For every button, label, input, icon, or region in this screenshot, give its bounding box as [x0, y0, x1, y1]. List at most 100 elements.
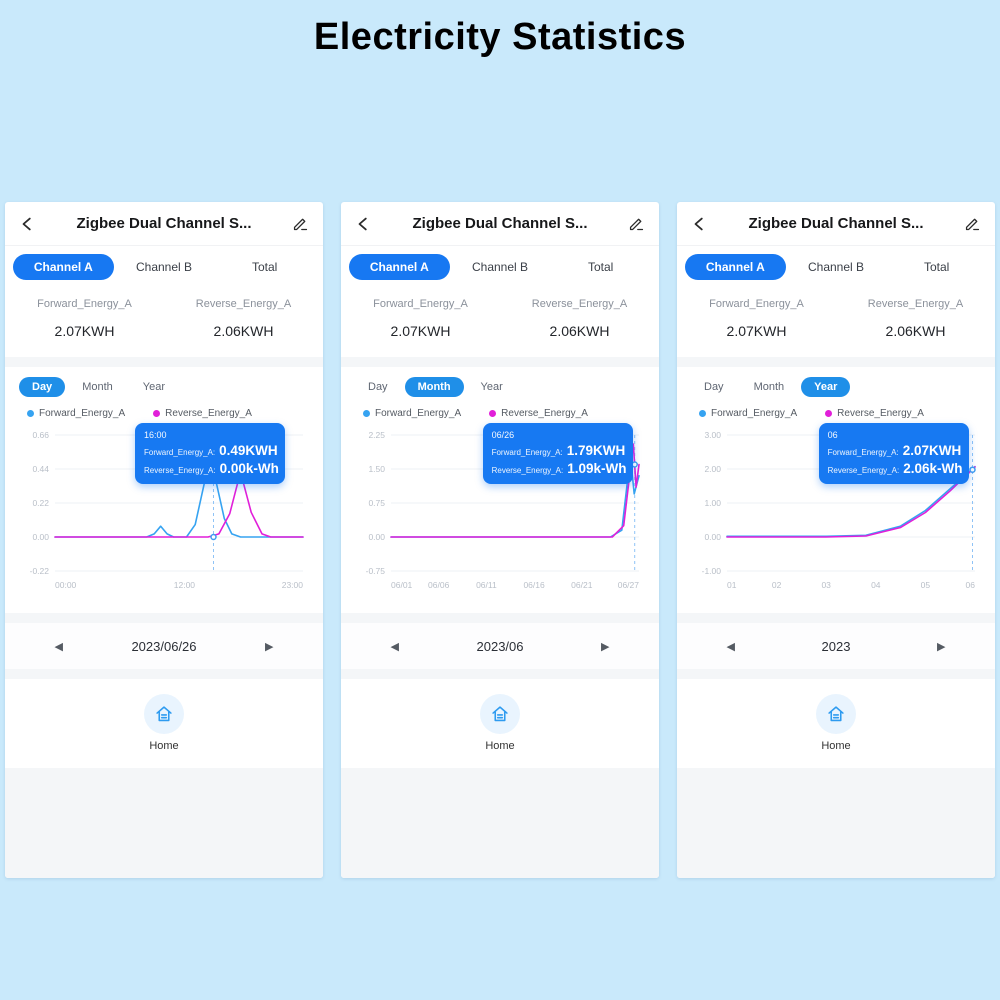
tooltip-row-forward: Forward_Energy_A: 1.79KWH — [491, 443, 626, 458]
tab-total[interactable]: Total — [252, 260, 278, 274]
current-date: 2023/06 — [476, 638, 524, 654]
tooltip-row-reverse: Reverse_Energy_A: 0.00k-Wh — [144, 461, 279, 476]
chart-area[interactable]: 0.66 0.44 0.22 0.00 -0.22 00:00 12:00 23:00 16:… — [19, 421, 309, 611]
stat-label: Reverse_Energy_A — [867, 298, 964, 310]
legend-label: Forward_Energy_A — [711, 408, 798, 419]
tab-channel-a[interactable]: Channel A — [685, 254, 786, 280]
back-button[interactable] — [353, 213, 375, 235]
energy-stats: Forward_Energy_A 2.07KWH Reverse_Energy_… — [341, 286, 659, 357]
range-tabs: Day Month Year — [691, 377, 981, 397]
svg-text:06/16: 06/16 — [523, 580, 545, 590]
tooltip-row-forward: Forward_Energy_A: 0.49KWH — [144, 443, 278, 458]
section-divider — [677, 357, 995, 367]
legend-dot-icon — [363, 410, 370, 417]
tooltip-time: 06 — [827, 430, 838, 440]
current-date: 2023/06/26 — [131, 638, 197, 654]
line-chart[interactable]: 0.66 0.44 0.22 0.00 -0.22 00:00 12:00 23:00 — [19, 421, 309, 611]
tooltip-label: Forward_Energy_A: — [491, 448, 563, 457]
svg-text:06/21: 06/21 — [571, 580, 593, 590]
home-button[interactable]: Home — [677, 679, 995, 768]
legend-label: Reverse_Energy_A — [837, 408, 924, 419]
stat-label: Forward_Energy_A — [37, 298, 132, 310]
svg-text:06/27: 06/27 — [618, 580, 640, 590]
back-button[interactable] — [689, 213, 711, 235]
chevron-left-icon — [694, 217, 703, 230]
forward-energy-stat: Forward_Energy_A 2.07KWH — [677, 298, 836, 339]
home-label: Home — [149, 740, 179, 752]
home-button[interactable]: Home — [5, 679, 323, 768]
svg-text:0.00: 0.00 — [32, 532, 49, 542]
page-title: Electricity Statistics — [313, 16, 687, 58]
edit-button[interactable] — [625, 213, 647, 235]
edit-button[interactable] — [289, 213, 311, 235]
tooltip-value: 1.09k-Wh — [567, 461, 627, 476]
section-divider — [341, 669, 659, 679]
date-navigator: ◀ 2023/06/26 ▶ — [5, 623, 323, 669]
tab-channel-b[interactable]: Channel B — [135, 260, 193, 274]
forward-energy-stat: Forward_Energy_A 2.07KWH — [5, 298, 164, 339]
range-tab-day[interactable]: Day — [19, 377, 66, 397]
range-tab-month[interactable]: Month — [753, 381, 785, 393]
legend-item-forward: Forward_Energy_A — [363, 408, 461, 419]
tab-channel-b[interactable]: Channel B — [471, 260, 529, 274]
range-tab-day[interactable]: Day — [704, 381, 724, 393]
svg-text:-0.75: -0.75 — [366, 566, 386, 576]
tab-channel-a[interactable]: Channel A — [349, 254, 450, 280]
prev-date-button[interactable]: ◀ — [390, 640, 399, 653]
tab-channel-a[interactable]: Channel A — [13, 254, 114, 280]
chart-legend: Forward_Energy_A Reverse_Energy_A — [19, 408, 309, 419]
prev-date-button[interactable]: ◀ — [726, 640, 735, 653]
legend-dot-icon — [699, 410, 706, 417]
range-tab-year[interactable]: Year — [142, 381, 165, 393]
legend-label: Forward_Energy_A — [39, 408, 126, 419]
svg-text:01: 01 — [727, 580, 737, 590]
home-label: Home — [485, 740, 515, 752]
screens-row: Zigbee Dual Channel S... Channel A Chann… — [0, 202, 1000, 878]
stat-value: 2.07KWH — [390, 323, 451, 339]
tab-total[interactable]: Total — [588, 260, 614, 274]
app-screen: Zigbee Dual Channel S... Channel A Chann… — [341, 202, 659, 878]
range-tabs: Day Month Year — [355, 377, 645, 397]
chart-area[interactable]: 2.25 1.50 0.75 0.00 -0.75 06/01 06/06 06/11 06/1… — [355, 421, 645, 611]
range-tab-year[interactable]: Year — [801, 377, 851, 397]
chart-legend: Forward_Energy_A Reverse_Energy_A — [355, 408, 645, 419]
prev-date-button[interactable]: ◀ — [54, 640, 63, 653]
range-tabs: Day Month Year — [19, 377, 309, 397]
tooltip-value: 2.07KWH — [902, 443, 962, 458]
chart-tooltip: 16:00 Forward_Energy_A: 0.49KWH Reverse_… — [135, 423, 285, 484]
chart-card: Day Month Year Forward_Energy_A Reverse_… — [341, 367, 659, 613]
app-header: Zigbee Dual Channel S... — [341, 202, 659, 246]
legend-item-forward: Forward_Energy_A — [699, 408, 797, 419]
range-tab-month[interactable]: Month — [82, 381, 113, 393]
back-button[interactable] — [17, 213, 39, 235]
tooltip-value: 1.79KWH — [566, 443, 626, 458]
tab-channel-b[interactable]: Channel B — [807, 260, 865, 274]
date-navigator: ◀ 2023 ▶ — [677, 623, 995, 669]
pencil-icon — [629, 218, 643, 231]
next-date-button[interactable]: ▶ — [265, 640, 274, 653]
range-tab-year[interactable]: Year — [480, 381, 503, 393]
stat-label: Reverse_Energy_A — [531, 298, 628, 310]
range-tab-day[interactable]: Day — [368, 381, 388, 393]
svg-text:0.00: 0.00 — [368, 532, 385, 542]
home-button[interactable]: Home — [341, 679, 659, 768]
reverse-energy-stat: Reverse_Energy_A 2.06KWH — [500, 298, 659, 339]
tooltip-time: 06/26 — [491, 430, 515, 440]
svg-text:03: 03 — [821, 580, 831, 590]
edit-button[interactable] — [961, 213, 983, 235]
tooltip-value: 0.49KWH — [219, 443, 278, 458]
chart-area[interactable]: 3.00 2.00 1.00 0.00 -1.00 01 02 03 04 05 06 06 For… — [691, 421, 981, 611]
range-tab-month[interactable]: Month — [404, 377, 464, 397]
next-date-button[interactable]: ▶ — [601, 640, 610, 653]
next-date-button[interactable]: ▶ — [937, 640, 946, 653]
channel-tabs: Channel A Channel B Total — [677, 246, 995, 286]
tab-total[interactable]: Total — [924, 260, 950, 274]
legend-label: Reverse_Energy_A — [165, 408, 252, 419]
tooltip-label: Reverse_Energy_A: — [491, 466, 564, 475]
stat-value: 2.07KWH — [726, 323, 787, 339]
line-chart[interactable]: 2.25 1.50 0.75 0.00 -0.75 06/01 06/06 06/11 06/1… — [355, 421, 645, 611]
svg-text:2.00: 2.00 — [704, 464, 721, 474]
section-divider — [341, 357, 659, 367]
chart-tooltip: 06/26 Forward_Energy_A: 1.79KWH Reverse_… — [482, 423, 633, 484]
legend-dot-icon — [825, 410, 833, 417]
